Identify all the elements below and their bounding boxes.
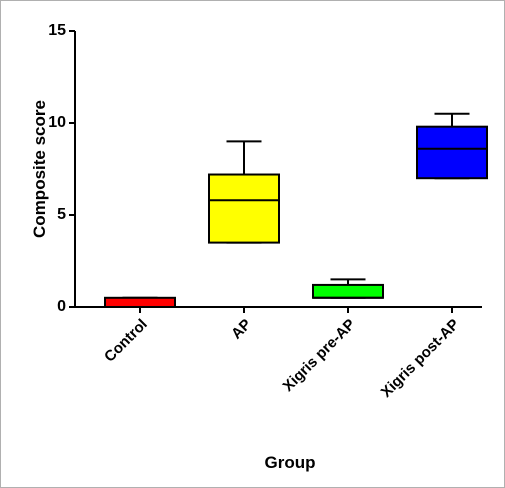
y-tick-label: 5 — [57, 206, 66, 223]
x-axis-label: Group — [265, 453, 316, 472]
y-tick-label: 15 — [48, 22, 66, 39]
y-tick-label: 0 — [57, 298, 66, 315]
box — [208, 173, 280, 244]
y-axis-label: Composite score — [30, 100, 49, 238]
box — [312, 283, 384, 299]
box — [416, 125, 488, 180]
y-tick-label: 10 — [48, 114, 66, 131]
box — [104, 296, 176, 308]
